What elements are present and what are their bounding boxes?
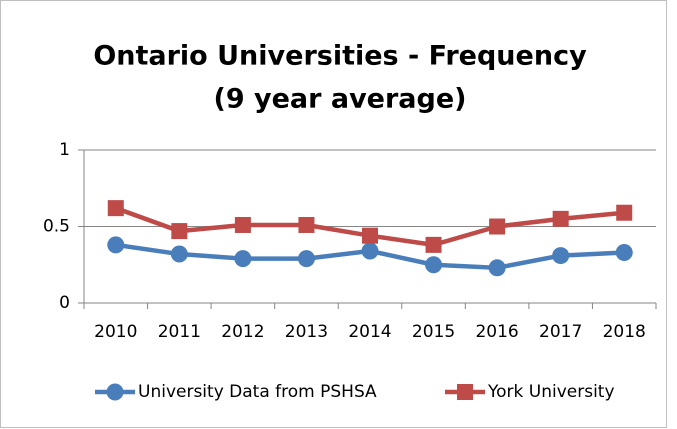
marker — [616, 204, 633, 221]
legend-label: York University — [487, 382, 615, 402]
y-tick-label: 1 — [59, 140, 70, 160]
marker — [552, 210, 569, 227]
marker — [425, 236, 442, 253]
x-tick-label: 2013 — [285, 322, 328, 342]
marker — [170, 245, 188, 263]
legend-label: University Data from PSHSA — [138, 382, 377, 402]
x-tick-label: 2012 — [221, 322, 264, 342]
marker — [107, 200, 124, 217]
marker — [615, 244, 633, 262]
marker — [361, 242, 379, 260]
x-tick-label: 2018 — [603, 322, 646, 342]
legend-marker — [457, 384, 473, 400]
x-tick-label: 2014 — [348, 322, 391, 342]
marker — [107, 236, 125, 254]
y-tick-label: 0 — [59, 293, 70, 313]
marker — [234, 250, 252, 268]
x-tick-label: 2016 — [475, 322, 518, 342]
marker — [425, 256, 443, 274]
y-tick-label: 0.5 — [43, 217, 70, 237]
marker — [234, 216, 251, 233]
x-tick-label: 2015 — [412, 322, 455, 342]
chart-title: (9 year average) — [213, 84, 466, 115]
marker — [488, 259, 506, 277]
marker — [552, 247, 570, 265]
chart-title: Ontario Universities - Frequency — [93, 41, 587, 72]
legend-marker — [106, 383, 124, 401]
marker — [362, 227, 378, 244]
x-tick-label: 2011 — [158, 322, 201, 342]
marker — [489, 218, 506, 235]
x-tick-label: 2017 — [539, 322, 582, 342]
marker — [297, 250, 315, 268]
marker — [298, 216, 315, 233]
x-tick-label: 2010 — [94, 322, 137, 342]
marker — [171, 223, 188, 240]
